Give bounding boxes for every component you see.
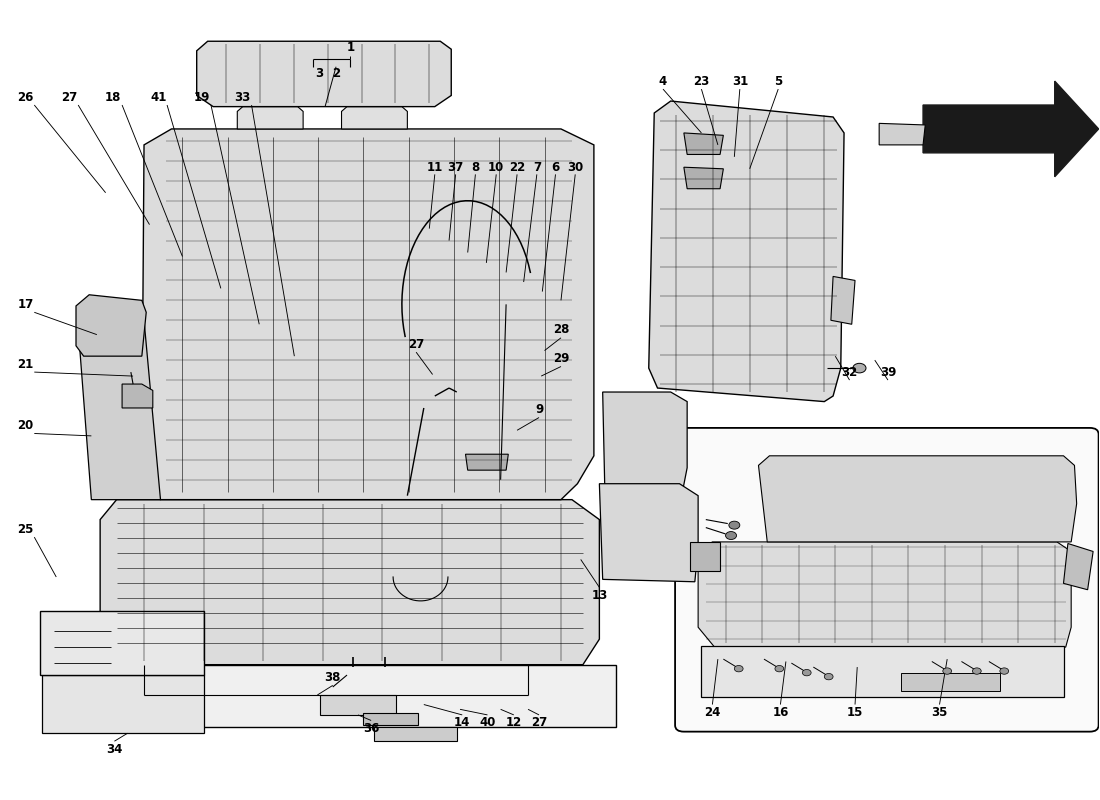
Text: 8: 8	[471, 161, 480, 174]
Text: 32: 32	[842, 366, 858, 378]
Polygon shape	[684, 167, 724, 189]
Polygon shape	[759, 456, 1077, 542]
Polygon shape	[649, 101, 844, 402]
Text: 35: 35	[932, 706, 948, 719]
Circle shape	[735, 666, 744, 672]
Polygon shape	[901, 673, 1000, 691]
Text: 2: 2	[332, 66, 340, 80]
Text: 26: 26	[18, 90, 34, 103]
Text: eurospares: eurospares	[415, 649, 531, 669]
Polygon shape	[830, 277, 855, 324]
Text: 15: 15	[847, 706, 864, 719]
Polygon shape	[600, 484, 698, 582]
Text: 33: 33	[234, 90, 251, 103]
Polygon shape	[603, 392, 688, 496]
Text: 14: 14	[454, 716, 471, 730]
Text: 27: 27	[62, 90, 77, 103]
Circle shape	[802, 670, 811, 676]
Text: 25: 25	[18, 522, 34, 536]
Circle shape	[943, 668, 951, 674]
Circle shape	[824, 674, 833, 680]
Polygon shape	[1064, 543, 1093, 590]
Polygon shape	[40, 611, 205, 675]
Text: 5: 5	[774, 74, 782, 88]
Text: eurospares: eurospares	[679, 374, 795, 394]
Text: 7: 7	[532, 161, 541, 174]
Polygon shape	[374, 727, 456, 742]
FancyBboxPatch shape	[675, 428, 1099, 732]
Polygon shape	[197, 42, 451, 106]
Polygon shape	[698, 542, 1071, 647]
Text: 28: 28	[553, 323, 569, 336]
Polygon shape	[879, 123, 925, 145]
Text: 38: 38	[324, 671, 341, 684]
Polygon shape	[76, 294, 146, 356]
Text: eurospares: eurospares	[785, 622, 886, 640]
Text: 1: 1	[346, 41, 354, 54]
Circle shape	[729, 521, 740, 529]
Text: 10: 10	[488, 161, 505, 174]
Polygon shape	[320, 695, 396, 715]
Text: 21: 21	[18, 358, 34, 370]
Text: 37: 37	[448, 161, 464, 174]
Circle shape	[1000, 668, 1009, 674]
Polygon shape	[702, 646, 1064, 697]
Text: 12: 12	[506, 716, 521, 730]
Text: 18: 18	[106, 90, 121, 103]
Polygon shape	[42, 675, 205, 734]
Text: 29: 29	[553, 352, 569, 365]
Polygon shape	[238, 106, 304, 129]
Polygon shape	[89, 665, 616, 727]
Text: 34: 34	[107, 742, 122, 756]
Polygon shape	[100, 500, 600, 665]
Circle shape	[774, 666, 783, 672]
Polygon shape	[684, 133, 724, 154]
Text: 16: 16	[772, 706, 789, 719]
Text: 36: 36	[363, 722, 379, 735]
Text: 24: 24	[704, 706, 720, 719]
Text: 3: 3	[316, 66, 323, 80]
Text: 23: 23	[693, 74, 710, 88]
Circle shape	[972, 668, 981, 674]
Polygon shape	[465, 454, 508, 470]
Polygon shape	[691, 542, 720, 571]
Text: 11: 11	[427, 161, 443, 174]
Text: 17: 17	[18, 298, 34, 311]
Text: 20: 20	[18, 419, 34, 432]
Circle shape	[852, 363, 866, 373]
Text: 27: 27	[531, 716, 547, 730]
Polygon shape	[363, 713, 418, 726]
Text: 4: 4	[659, 74, 667, 88]
Polygon shape	[122, 384, 153, 408]
Text: 30: 30	[568, 161, 583, 174]
Polygon shape	[78, 304, 161, 500]
Text: 9: 9	[535, 403, 543, 416]
Text: 13: 13	[592, 589, 607, 602]
Text: 40: 40	[480, 716, 496, 730]
Text: 41: 41	[150, 90, 166, 103]
Text: 19: 19	[194, 90, 210, 103]
Text: 39: 39	[880, 366, 896, 378]
Text: eurospares: eurospares	[168, 374, 285, 394]
Polygon shape	[142, 129, 594, 500]
Text: 22: 22	[509, 161, 525, 174]
Polygon shape	[923, 81, 1099, 177]
Text: 6: 6	[551, 161, 560, 174]
Text: 27: 27	[408, 338, 425, 350]
Circle shape	[726, 531, 737, 539]
Polygon shape	[341, 106, 407, 129]
Text: 31: 31	[732, 74, 748, 88]
